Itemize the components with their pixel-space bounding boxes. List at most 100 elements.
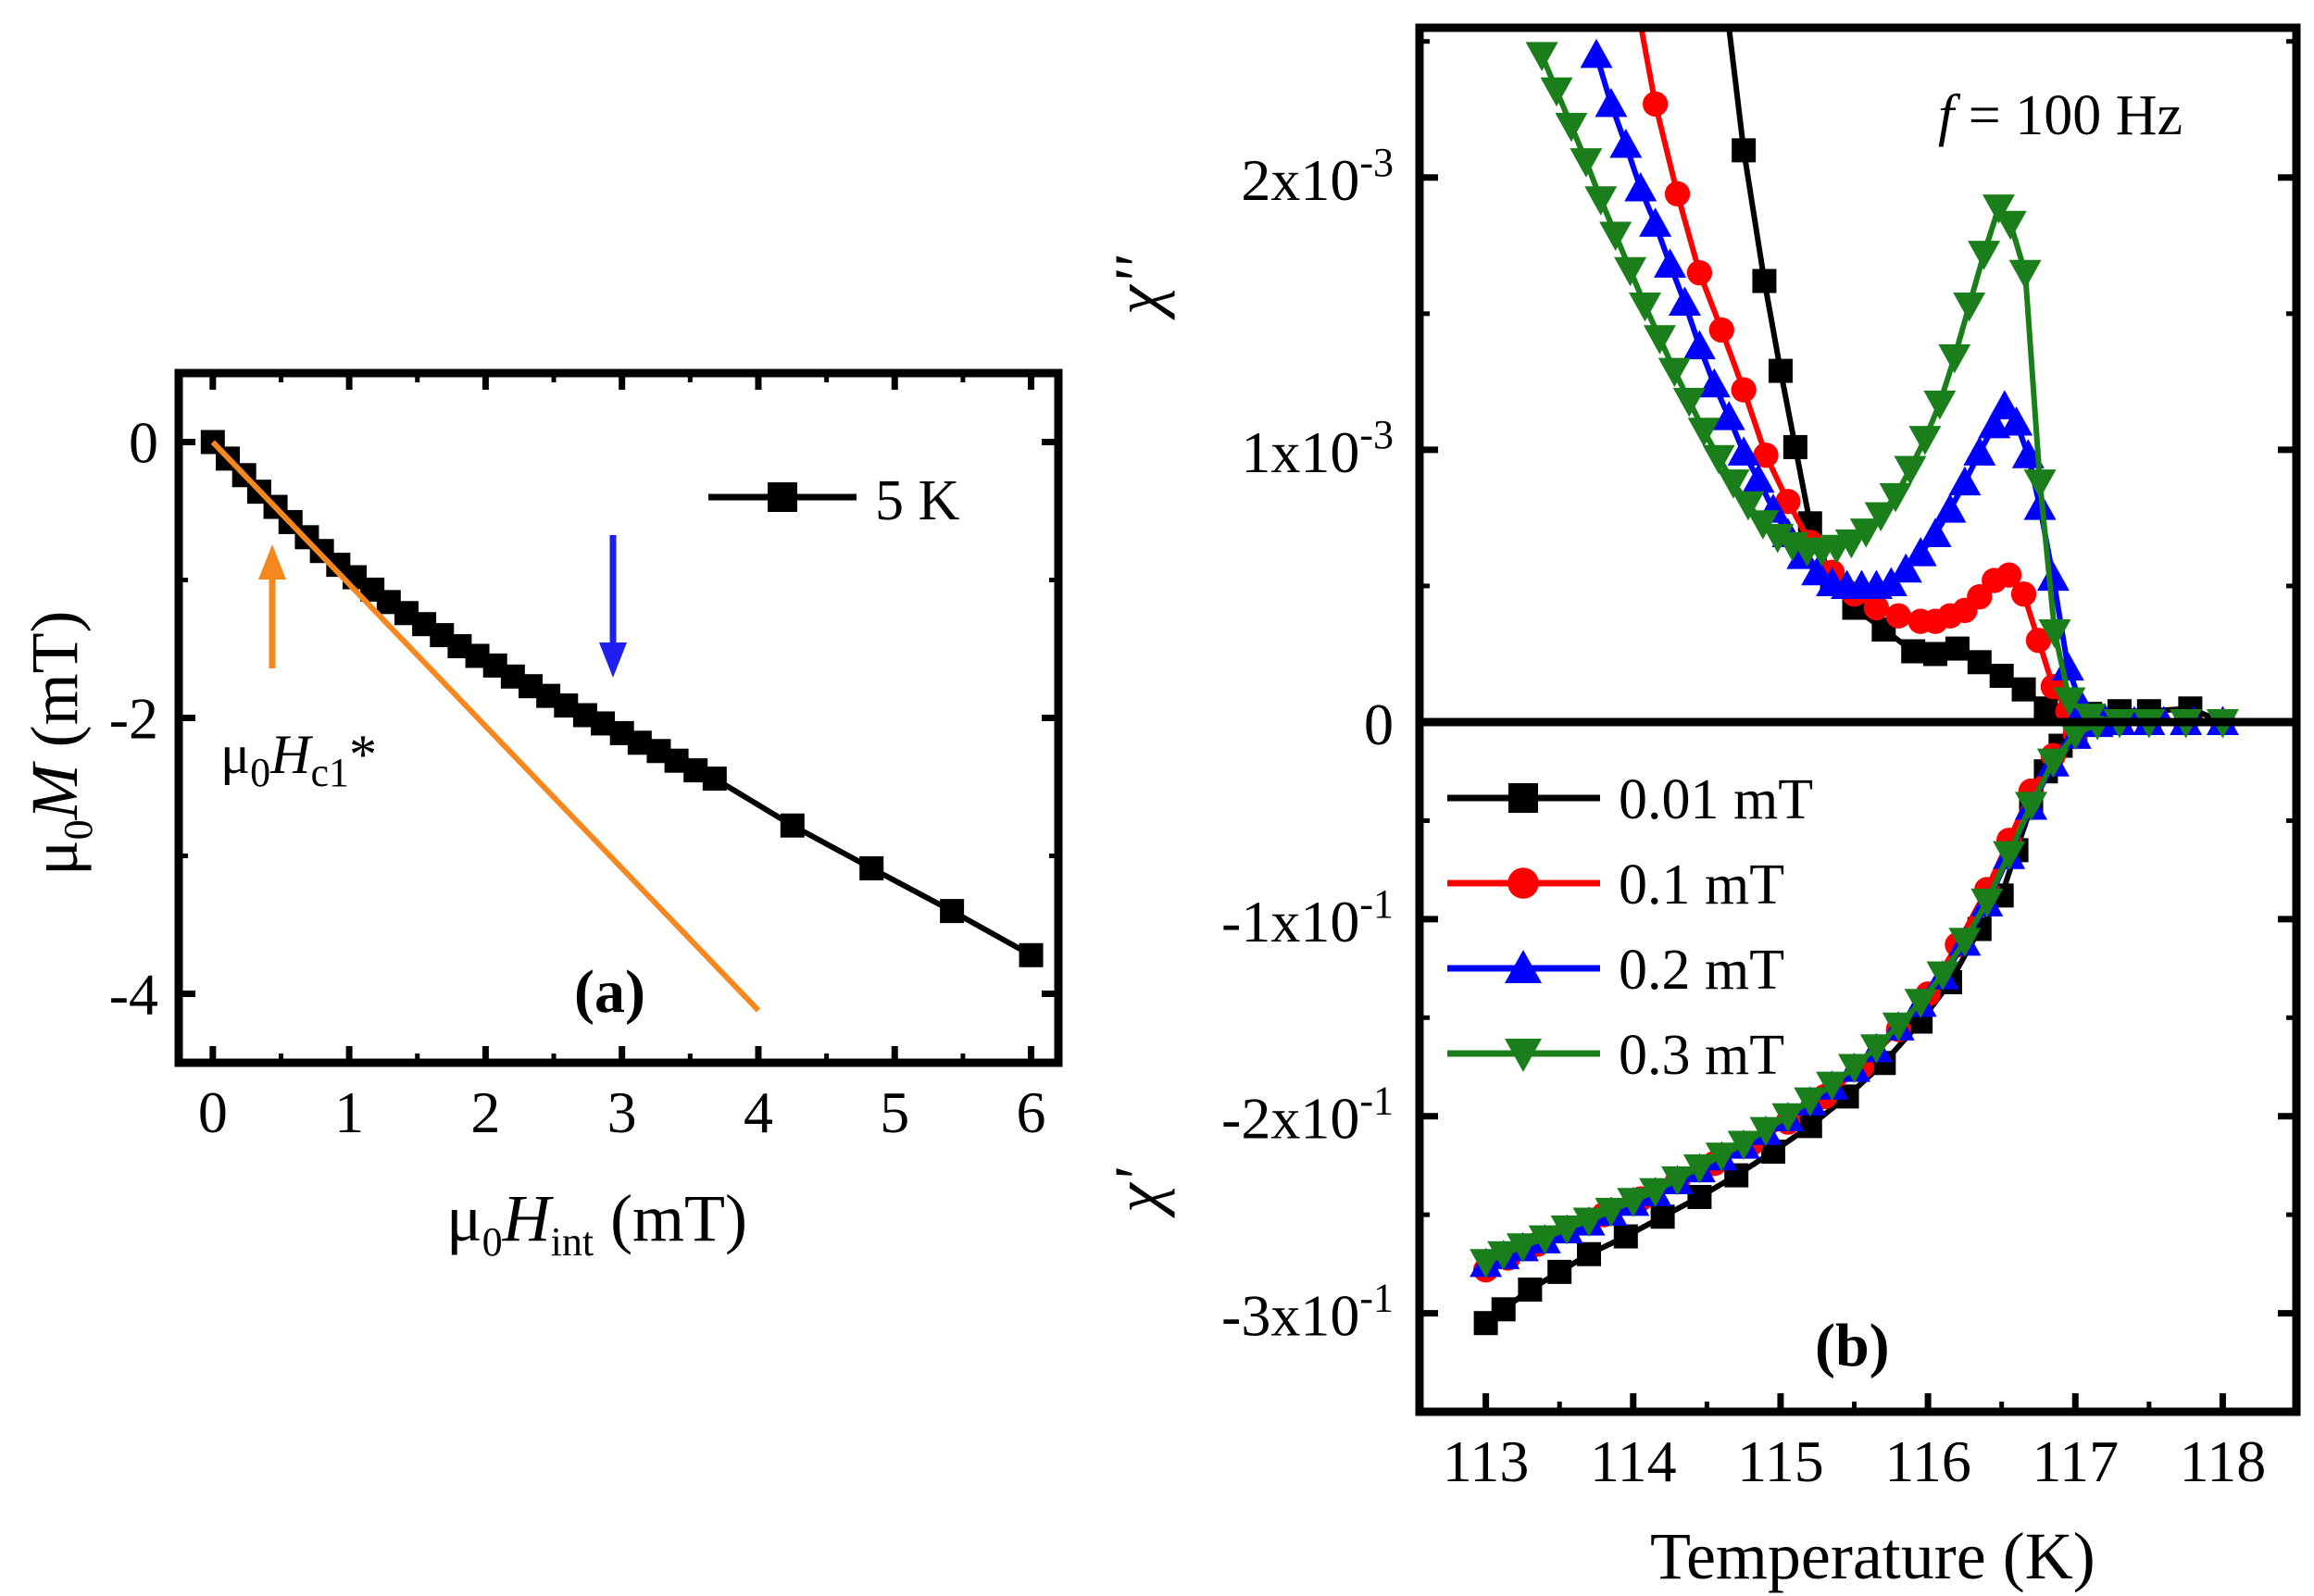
chi1-point: [1577, 1241, 1602, 1266]
chi1-point: [2059, 722, 2092, 751]
chi2-point: [1752, 268, 1777, 293]
chi1-point: [1794, 1087, 1827, 1117]
chi2-point: [1584, 186, 1618, 216]
chi1-line: [1484, 722, 2223, 1273]
chi2-point: [1933, 493, 1967, 523]
chi2-point: [1994, 210, 2027, 241]
y-tick-label-zero: 0: [1364, 692, 1394, 757]
chi2-point: [1904, 537, 1937, 567]
chi2-point: [2011, 677, 2036, 702]
chi2-point: [1901, 639, 1926, 664]
chi2-point: [1894, 455, 1927, 485]
chi2-point: [1879, 482, 1912, 513]
y-tick-label: 1x10-3: [1241, 412, 1394, 485]
chi2-point: [1731, 377, 1757, 403]
y-tick-label: -2x10-1: [1221, 1079, 1394, 1152]
chi2-point: [1682, 330, 1716, 360]
data-point: [780, 813, 805, 838]
chi2-point: [1801, 555, 1834, 586]
chi2-point: [1697, 368, 1731, 398]
chi2-point: [2036, 561, 2070, 592]
chi2-point: [1945, 636, 1970, 661]
chi2-point: [1967, 584, 1993, 610]
chi2-point: [1995, 562, 2022, 588]
legend-5k-marker: [768, 482, 797, 512]
chi2-point: [1643, 325, 1676, 355]
x-tick-label: 117: [2032, 1428, 2119, 1494]
legend-marker: [1505, 1039, 1542, 1072]
chi2-point: [1732, 138, 1757, 163]
chi2-point: [2008, 259, 2042, 290]
chi2-point: [1768, 358, 1793, 383]
chi1-point: [1491, 1297, 1516, 1322]
chi2-point: [2038, 618, 2071, 649]
panel-b-tick-labels: 113 114 115 116 117 118 0 1x10-3 2x10-3 -1x10-1 -2…: [1221, 140, 2266, 1494]
chi2-point: [1643, 91, 1669, 118]
x-tick-label: 5: [880, 1079, 909, 1145]
x-tick-label: 116: [1884, 1428, 1971, 1494]
chi1-point: [1650, 1204, 1675, 1229]
chi1-point: [1816, 1071, 1849, 1102]
chi2-point: [1672, 387, 1706, 418]
chi1-point: [1926, 961, 1959, 991]
legend-marker: [1508, 783, 1538, 813]
chi2-point: [1664, 181, 1691, 207]
chi2-point: [2025, 628, 2052, 654]
y-tick-label: 0: [1364, 692, 1394, 757]
chi2-point: [2023, 469, 2057, 499]
chi1-point: [2036, 748, 2070, 779]
chi1-point: [1572, 1207, 1606, 1238]
chi1-point: [1970, 888, 2004, 918]
data-point: [1019, 942, 1044, 967]
hc1-arrow: [258, 544, 286, 668]
chi2-point: [1687, 418, 1720, 447]
hc1-annotation: μ0Hc1*: [220, 724, 377, 795]
data-point: [940, 899, 965, 924]
chi2-point: [1982, 194, 2015, 224]
chi1-point: [1993, 841, 2026, 871]
panel-a-plot-area: [200, 430, 1044, 1013]
y-tick-label: -2: [109, 686, 158, 752]
panel-a: 0 1 2 3 4 5 6 0 -2 -4 5 K (a) μ0Hc1* μ0Hint (mT): [18, 368, 1063, 1265]
chi1-point: [1771, 1103, 1805, 1133]
chi2-point: [1623, 0, 1648, 13]
chi2-point: [1727, 436, 1760, 466]
x-tick-label: 4: [744, 1079, 773, 1145]
panel-a-x-axis-label: μ0Hint (mT): [446, 1181, 747, 1265]
chi2-point: [1570, 148, 1603, 178]
y-tick-label: -4: [109, 962, 158, 1028]
chi2-point: [1923, 642, 1948, 667]
chi2-point: [1580, 38, 1613, 69]
chi2-point: [2051, 651, 2084, 681]
chi2-point: [1967, 650, 1992, 675]
y-tick-label: 2x10-3: [1241, 140, 1394, 213]
chi1-point: [1528, 1225, 1561, 1255]
panel-b-tag: (b): [1815, 1312, 1890, 1379]
chi2-point: [2073, 704, 2107, 722]
chi1-point: [1687, 1184, 1712, 1209]
chi2-point: [1948, 466, 1982, 496]
x-tick-label: 113: [1443, 1428, 1530, 1494]
data-point: [859, 855, 884, 880]
chi1-point: [1904, 989, 1937, 1018]
chi1-point: [1838, 1054, 1871, 1083]
chi1-point: [1682, 1154, 1716, 1184]
panel-b: 113 114 115 116 117 118 0 1x10-3 2x10-3 -1x10-1 -2…: [1101, 0, 2301, 1593]
chi2-point: [1712, 401, 1745, 430]
chi1-point: [1617, 1188, 1650, 1217]
chi2-point: [1968, 241, 2001, 270]
chi2-point: [1708, 317, 1734, 343]
chi2-point: [1599, 221, 1632, 252]
chi2-point: [1889, 553, 1922, 583]
chi2-point: [1614, 256, 1647, 287]
chi2-point: [2053, 687, 2086, 717]
chi1-point: [1661, 1166, 1695, 1196]
chi2-point: [1732, 491, 1765, 521]
legend-5k-label: 5 K: [875, 469, 960, 532]
chi2-point: [1938, 343, 1971, 374]
chi2-point: [1978, 408, 2011, 439]
chi2-point: [1988, 390, 2021, 419]
chi2-point: [1629, 293, 1662, 322]
chi2-point: [1686, 260, 1713, 286]
